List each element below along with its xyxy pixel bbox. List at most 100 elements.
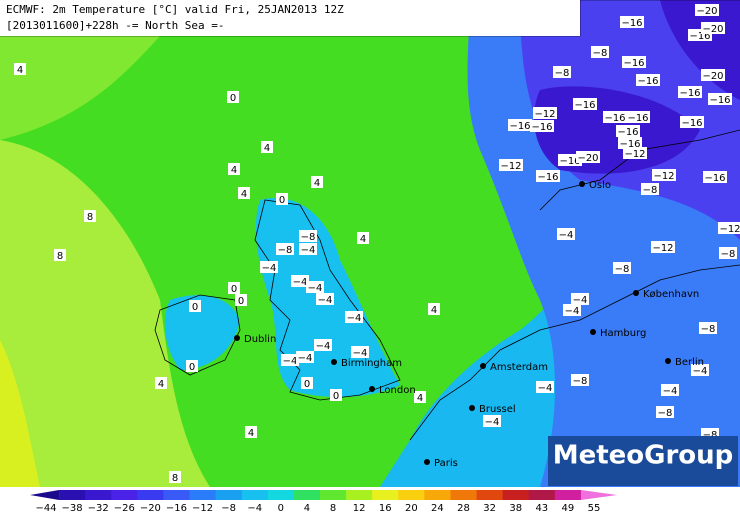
colorbar-segment xyxy=(137,490,164,500)
label-box xyxy=(536,170,560,182)
label-box xyxy=(699,322,717,334)
temperature-label: 0 xyxy=(238,296,244,307)
temperature-label: −8 xyxy=(593,48,608,59)
label-box xyxy=(613,262,631,274)
label-box xyxy=(620,16,644,28)
label-box xyxy=(571,293,589,305)
temperature-label: 0 xyxy=(189,362,195,373)
colorbar-segment xyxy=(554,490,582,500)
city-dot xyxy=(633,290,639,296)
label-box xyxy=(623,147,647,159)
temperature-label: −4 xyxy=(347,313,362,324)
label-box xyxy=(314,339,332,351)
colorbar-tick-label: −4 xyxy=(247,503,262,514)
temperature-label: −16 xyxy=(709,95,730,106)
colorbar-tick-label: −12 xyxy=(192,503,213,514)
label-box xyxy=(306,281,324,293)
label-box xyxy=(428,303,440,315)
colorbar-tick-label: −38 xyxy=(62,503,83,514)
temperature-label: −12 xyxy=(653,171,674,182)
temperature-label: −20 xyxy=(696,6,717,17)
label-box xyxy=(499,159,523,171)
temperature-label: −4 xyxy=(565,306,580,317)
colorbar-tick-label: 20 xyxy=(405,503,418,514)
temperature-label: −16 xyxy=(574,100,595,111)
label-box xyxy=(508,119,532,131)
label-box xyxy=(291,275,309,287)
city-label: Berlin xyxy=(675,357,704,368)
temperature-label: −4 xyxy=(485,417,500,428)
label-box xyxy=(652,169,676,181)
temperature-label: 0 xyxy=(192,302,198,313)
header-title: ECMWF: 2m Temperature [°C] valid Fri, 25… xyxy=(6,3,344,16)
temperature-label: −16 xyxy=(689,31,710,42)
colorbar-segment xyxy=(476,490,504,500)
label-box xyxy=(626,111,650,123)
label-box xyxy=(557,228,575,240)
colorbar-tick-label: 12 xyxy=(353,503,366,514)
label-box xyxy=(680,116,704,128)
temperature-label: −16 xyxy=(604,113,625,124)
label-box xyxy=(691,364,709,376)
label-box xyxy=(155,377,167,389)
temperature-label: 8 xyxy=(172,473,178,484)
temperature-label: 0 xyxy=(333,391,339,402)
temperature-label: 4 xyxy=(17,65,23,76)
temperature-label: −16 xyxy=(704,173,725,184)
label-box xyxy=(641,183,659,195)
temperature-label: 4 xyxy=(248,428,254,439)
temperature-label: −4 xyxy=(663,386,678,397)
temperature-label: −8 xyxy=(555,68,570,79)
label-box xyxy=(603,111,627,123)
label-box xyxy=(618,137,642,149)
label-box xyxy=(260,261,278,273)
city-label: Paris xyxy=(434,458,458,469)
label-box xyxy=(169,471,181,483)
colorbar-segment xyxy=(189,490,217,500)
label-box xyxy=(656,406,674,418)
header-box xyxy=(0,0,580,36)
colorbar-tick-label: −32 xyxy=(88,503,109,514)
label-box xyxy=(703,171,727,183)
temperature-label: −16 xyxy=(619,139,640,150)
label-box xyxy=(533,107,557,119)
city-label: Birmingham xyxy=(341,358,402,369)
temperature-label: −8 xyxy=(703,430,718,441)
temperature-label: 8 xyxy=(57,251,63,262)
temperature-label: −8 xyxy=(615,264,630,275)
label-box xyxy=(238,187,250,199)
city-dot xyxy=(424,459,430,465)
temperature-label: 0 xyxy=(279,195,285,206)
colorbar-tick-label: 32 xyxy=(483,503,496,514)
label-box xyxy=(414,391,426,403)
label-box xyxy=(301,377,313,389)
label-box xyxy=(576,151,600,163)
temperature-label: −8 xyxy=(301,232,316,243)
temperature-label: −4 xyxy=(316,341,331,352)
label-box xyxy=(228,282,240,294)
label-box xyxy=(616,125,640,137)
temperature-label: −20 xyxy=(702,24,723,35)
temperature-label: 4 xyxy=(431,305,437,316)
label-box xyxy=(228,163,240,175)
city-label: Oslo xyxy=(589,180,611,191)
temperature-label: −16 xyxy=(509,121,530,132)
temperature-label: −16 xyxy=(621,18,642,29)
logo: MeteoGroup xyxy=(553,441,734,471)
colorbar-segment xyxy=(372,490,399,500)
temperature-label: −4 xyxy=(318,295,333,306)
colorbar-segment xyxy=(163,490,191,500)
label-box xyxy=(245,426,257,438)
temperature-label: −12 xyxy=(500,161,521,172)
colorbar-tick-label: −44 xyxy=(35,503,56,514)
label-box xyxy=(276,193,288,205)
temperature-label: −8 xyxy=(701,324,716,335)
temperature-label: −8 xyxy=(278,245,293,256)
temperature-label: −16 xyxy=(623,58,644,69)
label-box xyxy=(622,56,646,68)
label-box xyxy=(299,230,317,242)
label-box xyxy=(701,69,725,81)
logo-box xyxy=(548,436,738,486)
label-box xyxy=(261,141,273,153)
temperature-label: −16 xyxy=(617,127,638,138)
